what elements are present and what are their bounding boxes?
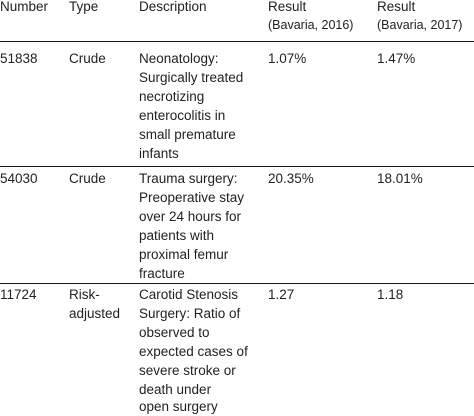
row-description-line: patients with [139, 228, 215, 243]
header-type: Type [69, 0, 99, 14]
row-description-line: Surgically treated [139, 70, 244, 85]
row-type: adjusted [69, 306, 121, 321]
header-result-2016: Result [268, 0, 307, 14]
row-description-line: Preoperative stay [139, 190, 245, 205]
row-result-2016: 1.27 [268, 287, 295, 302]
row-type: Crude [69, 51, 106, 66]
header-rule [0, 41, 474, 42]
row-rule [0, 283, 474, 284]
row-description-line: proximal femur [139, 247, 229, 262]
header-result-2017: Result [377, 0, 416, 14]
header-number: Number [0, 0, 49, 14]
row-result-2017: 18.01% [377, 171, 423, 186]
row-description-line: severe stroke or [139, 363, 236, 378]
row-result-2017: 1.18 [377, 287, 404, 302]
header-result-2017-sub: (Bavaria, 2017) [377, 18, 463, 32]
row-description-line: open surgery [139, 399, 218, 414]
row-description-line: Carotid Stenosis [139, 287, 239, 302]
row-rule [0, 166, 474, 167]
row-description-line: observed to [139, 325, 210, 340]
row-description-line: Neonatology: [139, 51, 219, 66]
row-description-line: death under [139, 382, 212, 397]
row-description-line: fracture [139, 266, 185, 281]
row-result-2017: 1.47% [377, 51, 416, 66]
row-description-line: enterocolitis in [139, 108, 226, 123]
row-type: Risk- [69, 287, 100, 302]
header-result-2016-sub: (Bavaria, 2016) [268, 18, 354, 32]
row-description-line: over 24 hours for [139, 209, 242, 224]
row-description-line: necrotizing [139, 89, 205, 104]
row-description-line: Surgery: Ratio of [139, 306, 241, 321]
row-description-line: infants [139, 146, 179, 161]
row-description-line: Trauma surgery: [139, 171, 238, 186]
header-description: Description [139, 0, 207, 14]
row-number: 54030 [0, 171, 38, 186]
row-number: 51838 [0, 51, 38, 66]
row-result-2016: 1.07% [268, 51, 307, 66]
row-number: 11724 [0, 287, 37, 302]
row-type: Crude [69, 171, 106, 186]
row-result-2016: 20.35% [268, 171, 314, 186]
row-description-line: expected cases of [139, 344, 248, 359]
row-description-line: small premature [139, 127, 236, 142]
